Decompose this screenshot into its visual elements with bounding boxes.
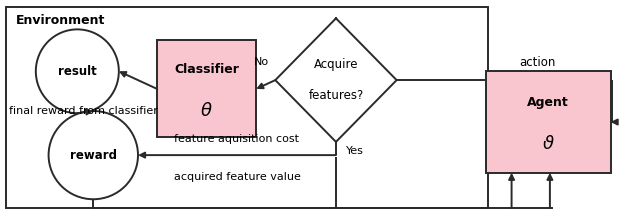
Text: reward: reward bbox=[70, 149, 116, 162]
Text: Classifier: Classifier bbox=[174, 63, 239, 75]
Text: Yes: Yes bbox=[346, 146, 364, 156]
Text: features?: features? bbox=[308, 89, 364, 102]
Text: $\theta$: $\theta$ bbox=[200, 102, 213, 120]
Ellipse shape bbox=[49, 111, 138, 199]
Text: feature aquisition cost: feature aquisition cost bbox=[175, 134, 300, 144]
Ellipse shape bbox=[36, 29, 119, 113]
Text: Agent: Agent bbox=[527, 96, 569, 109]
Bar bbox=[6, 7, 488, 208]
Text: action: action bbox=[519, 56, 556, 69]
Text: $\vartheta$: $\vartheta$ bbox=[542, 135, 555, 153]
Text: acquired feature value: acquired feature value bbox=[173, 172, 300, 182]
Text: final reward from classifier: final reward from classifier bbox=[9, 106, 158, 116]
Bar bbox=[486, 71, 611, 173]
Text: Environment: Environment bbox=[15, 14, 105, 27]
Text: Acquire: Acquire bbox=[314, 58, 358, 71]
Text: No: No bbox=[254, 57, 269, 67]
Bar bbox=[157, 40, 256, 137]
Text: result: result bbox=[58, 65, 97, 78]
